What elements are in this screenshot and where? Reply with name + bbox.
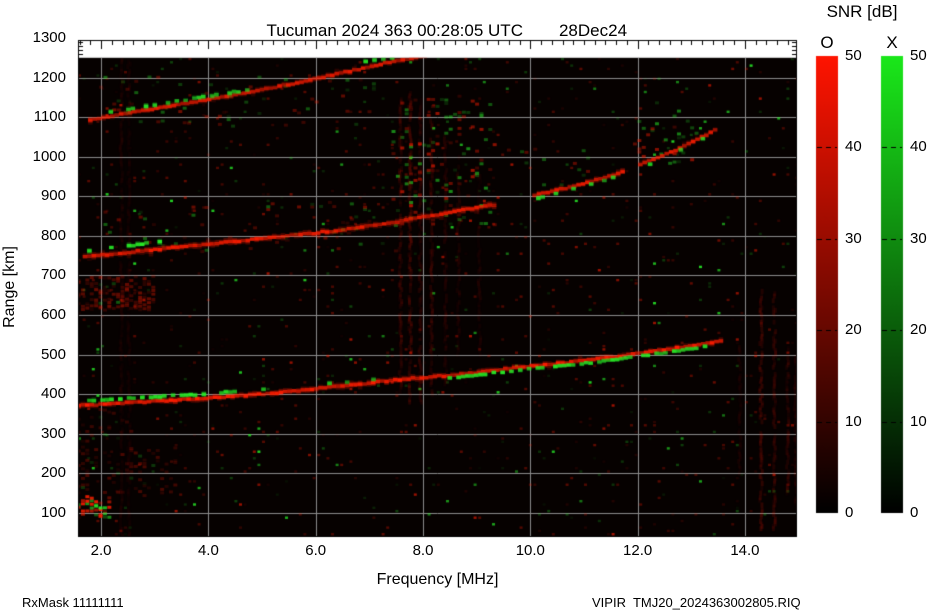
y-tick-label: 1200	[32, 68, 66, 86]
colorbar-tick-label: 30	[910, 229, 927, 247]
x-tick-label: 6.0	[305, 542, 327, 559]
snr-colorbar-title: SNR [dB]	[826, 2, 898, 21]
colorbar-tick-label: 30	[845, 229, 862, 247]
y-tick-label: 300	[40, 424, 66, 442]
y-tick-label: 400	[40, 385, 66, 403]
y-tick-label: 200	[40, 464, 66, 482]
x-tick-label: 4.0	[197, 542, 219, 559]
colorbar-tick-label: 50	[845, 47, 862, 64]
plot-title: Tucuman 2024 363 00:28:05 UTC	[266, 21, 523, 40]
colorbar-tick-label: 40	[845, 138, 862, 156]
colorbar-tick-label: 10	[845, 412, 862, 430]
colorbar-tick-label: 20	[845, 321, 862, 339]
colorbar-tick-label: 40	[910, 138, 927, 156]
filename-text: VIPIR TMJ20_2024363002805.RIQ	[592, 595, 801, 610]
rxmask-text: RxMask 11111111	[22, 595, 124, 610]
y-tick-label: 500	[40, 345, 66, 363]
y-tick-label: 700	[40, 266, 66, 284]
x-tick-label: 14.0	[730, 542, 760, 559]
y-tick-label: 100	[40, 503, 66, 521]
y-tick-label: 800	[40, 226, 66, 244]
y-tick-label: 1300	[32, 29, 66, 47]
x-tick-label: 8.0	[412, 542, 434, 559]
y-tick-label: 900	[40, 187, 66, 205]
colorbar-tick-label: 0	[845, 504, 854, 521]
x-mode-label: X	[886, 33, 898, 52]
colorbar-tick-label: 50	[910, 47, 927, 64]
x-axis-title: Frequency [MHz]	[376, 571, 499, 588]
colorbar-tick-label: 20	[910, 321, 927, 339]
colorbar-tick-label: 10	[910, 412, 927, 430]
y-tick-label: 1000	[32, 147, 66, 165]
y-axis-title: Range [km]	[1, 246, 18, 328]
x-tick-label: 2.0	[90, 542, 112, 559]
colorbar-tick-label: 0	[910, 504, 919, 521]
y-tick-label: 600	[40, 306, 66, 323]
x-tick-label: 12.0	[623, 542, 653, 559]
o-mode-label: O	[820, 33, 834, 52]
plot-date: 28Dec24	[558, 21, 628, 40]
plot-title-row: Tucuman 2024 363 00:28:05 UTC 28Dec24	[78, 1, 797, 61]
x-tick-label: 10.0	[515, 542, 545, 559]
y-tick-label: 1100	[33, 108, 66, 126]
